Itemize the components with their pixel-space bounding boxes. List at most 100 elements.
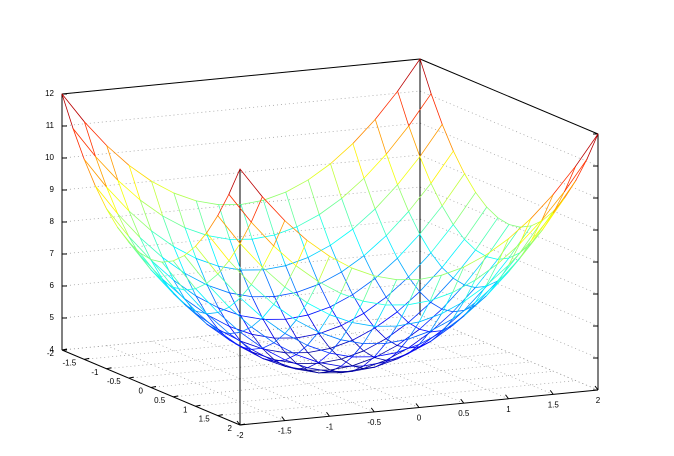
z-tick-label: 4 — [50, 345, 55, 354]
surface-segment — [273, 245, 297, 267]
surface-segment — [429, 313, 442, 332]
surface-segment — [385, 235, 398, 259]
surface-segment — [374, 118, 387, 155]
surface-segment — [273, 359, 286, 362]
surface-segment — [430, 150, 454, 184]
surface-segment — [162, 215, 186, 229]
surface-segment — [397, 58, 421, 92]
surface-segment — [262, 265, 287, 271]
surface-segment — [351, 366, 376, 372]
surface-segment — [162, 257, 175, 281]
surface-segment — [195, 258, 208, 286]
z-tick-label: 7 — [50, 249, 55, 258]
surface-segment — [95, 156, 108, 188]
surface-segment — [239, 331, 264, 349]
surface-segment — [441, 301, 465, 315]
surface-segment — [407, 279, 420, 306]
y-tick-label: -1.5 — [62, 358, 76, 367]
surface-segment — [251, 234, 275, 240]
surface-segment — [239, 243, 263, 268]
grid-line — [196, 336, 375, 413]
surface-segment — [362, 300, 386, 306]
y-tick — [239, 423, 246, 426]
surface-segment — [396, 311, 409, 323]
surface-segment — [229, 326, 253, 335]
surface-segment — [407, 321, 420, 340]
surface-segment — [117, 213, 141, 239]
surface-segment — [441, 292, 454, 315]
surface-segment — [552, 191, 565, 214]
surface-segment — [452, 310, 465, 313]
surface-segment — [206, 314, 230, 327]
surface-segment — [106, 145, 119, 181]
grid-line — [375, 319, 554, 395]
surface-segment — [441, 315, 465, 333]
surface-segment — [519, 218, 532, 245]
surface-segment — [307, 314, 320, 335]
surface-segment — [195, 295, 219, 309]
surface-segment — [228, 193, 252, 223]
surface-segment — [184, 298, 208, 316]
surface-segment — [329, 352, 353, 358]
surface-segment — [541, 210, 554, 221]
surface-segment — [250, 266, 263, 285]
surface-segment — [485, 263, 498, 286]
x-tick-label: 1 — [506, 405, 511, 414]
surface-segment — [239, 297, 264, 319]
surface-segment — [206, 235, 231, 240]
surface-segment — [329, 292, 342, 316]
surface-segment — [452, 279, 476, 293]
surface-segment — [385, 352, 398, 363]
surface-segment — [418, 330, 431, 345]
surface-segment — [307, 179, 320, 216]
surface-segment — [83, 158, 108, 188]
surface-segment — [374, 343, 387, 358]
surface-segment — [363, 235, 387, 257]
surface-segment — [385, 211, 410, 237]
grid-line — [61, 186, 599, 263]
grid-line — [217, 380, 576, 416]
surface-segment — [285, 318, 298, 339]
surface-segment — [206, 273, 219, 284]
surface-segment — [262, 358, 275, 362]
surface-segment — [217, 260, 230, 275]
surface-segment — [474, 284, 487, 304]
surface-segment — [139, 237, 163, 258]
surface-segment — [128, 241, 152, 271]
surface-segment — [363, 255, 376, 279]
surface-segment — [251, 333, 275, 339]
surface-segment — [496, 238, 509, 265]
surface-segment — [173, 192, 197, 202]
surface-segment — [206, 282, 230, 308]
surface-segment — [117, 227, 130, 243]
surface-segment — [273, 360, 297, 370]
surface-segment — [106, 186, 119, 215]
y-tick — [150, 386, 157, 388]
surface-segment — [396, 328, 420, 346]
surface-segment — [318, 214, 331, 246]
surface-segment — [173, 192, 186, 229]
surface-segment — [173, 246, 186, 274]
surface-segment — [564, 165, 577, 192]
surface-segment — [117, 179, 141, 201]
surface-segment — [486, 256, 499, 260]
surface-segment — [396, 291, 421, 313]
surface-segment — [284, 352, 297, 364]
surface-segment — [441, 173, 465, 207]
surface-segment — [162, 215, 175, 248]
surface-segment — [150, 259, 174, 288]
surface-segment — [240, 199, 264, 205]
surface-segment — [195, 200, 208, 236]
surface-segment — [307, 257, 320, 285]
surface-segment — [184, 227, 208, 236]
surface-segment — [374, 184, 398, 210]
surface-segment — [452, 287, 476, 313]
surface-segment — [396, 345, 409, 349]
surface-segment — [262, 245, 275, 268]
y-tick-label: -0.5 — [107, 377, 121, 386]
z-tick-label: 11 — [46, 121, 55, 130]
surface-segment — [150, 230, 175, 248]
surface-segment — [340, 358, 353, 367]
surface-segment — [229, 292, 242, 317]
